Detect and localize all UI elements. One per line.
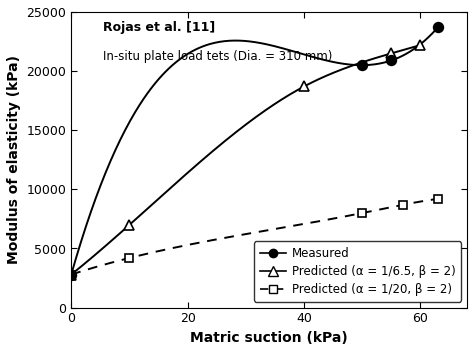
- Legend: Measured, Predicted (α = 1/6.5, β = 2), Predicted (α = 1/20, β = 2): Measured, Predicted (α = 1/6.5, β = 2), …: [254, 241, 461, 302]
- Y-axis label: Modulus of elasticity (kPa): Modulus of elasticity (kPa): [7, 55, 21, 264]
- Text: Rojas et al. [11]: Rojas et al. [11]: [103, 21, 215, 34]
- X-axis label: Matric suction (kPa): Matric suction (kPa): [190, 331, 348, 345]
- Text: In-situ plate load tets (Dia. = 310 mm): In-situ plate load tets (Dia. = 310 mm): [103, 50, 332, 63]
